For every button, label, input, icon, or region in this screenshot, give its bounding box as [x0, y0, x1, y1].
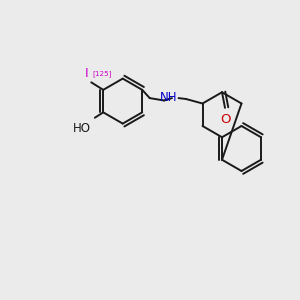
Text: O: O: [221, 113, 231, 126]
Text: [125]: [125]: [92, 70, 112, 77]
Text: NH: NH: [160, 91, 178, 104]
Text: HO: HO: [73, 122, 91, 135]
Text: I: I: [85, 67, 89, 80]
